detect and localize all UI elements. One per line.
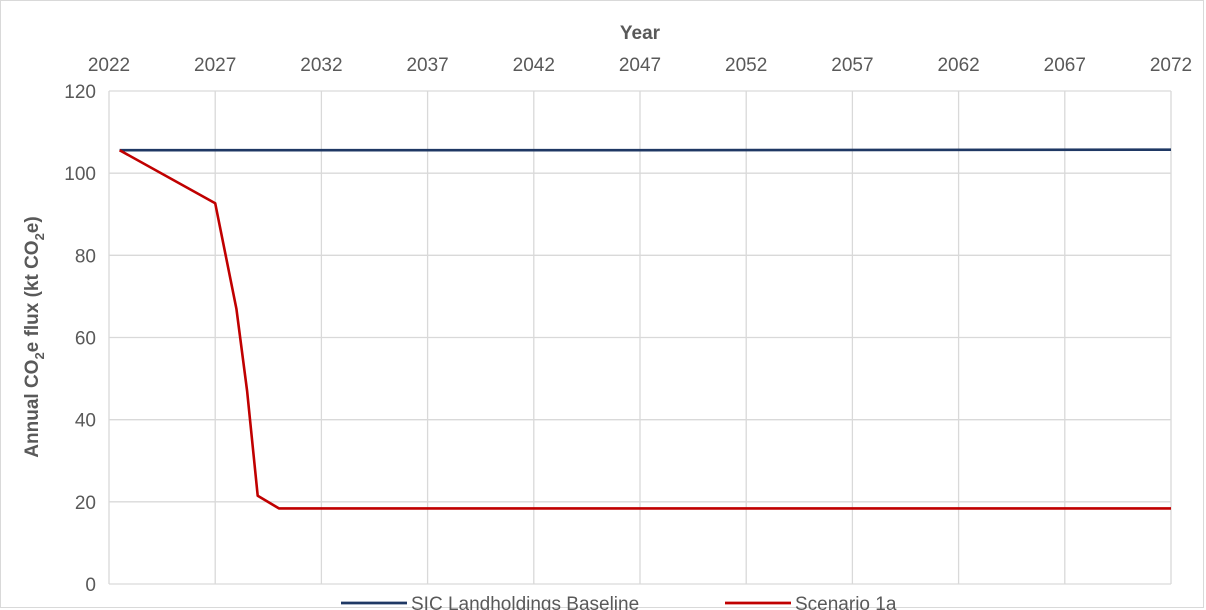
y-tick-label: 60 [75, 329, 96, 350]
series-lines [118, 148, 1172, 510]
y-tick-label: 80 [75, 246, 96, 267]
x-tick-label: 2062 [937, 55, 979, 76]
legend-label: SIC Landholdings Baseline [411, 594, 639, 610]
y-tick-label: 0 [85, 575, 96, 596]
series-line [119, 148, 1172, 152]
y-tick-label: 100 [64, 164, 96, 185]
series-line [118, 149, 1171, 510]
x-tick-label: 2027 [194, 55, 236, 76]
x-tick-label: 2052 [725, 55, 767, 76]
x-tick-label: 2067 [1044, 55, 1086, 76]
x-tick-label: 2022 [88, 55, 130, 76]
x-axis-title: Year [620, 23, 661, 44]
x-tick-labels: 2022 2027 2032 2037 2042 2047 2052 2057 2062 2067… [88, 55, 1192, 76]
x-tick-label: 2042 [513, 55, 555, 76]
legend-label: Scenario 1a [795, 594, 897, 610]
y-axis-title: Annual CO2e flux (kt CO2e) [22, 216, 47, 457]
x-tick-label: 2032 [300, 55, 342, 76]
x-tick-label: 2072 [1150, 55, 1192, 76]
x-tick-label: 2057 [831, 55, 873, 76]
y-tick-label: 40 [75, 411, 96, 432]
grid-lines [108, 90, 1172, 585]
legend: SIC Landholdings Baseline Scenario 1a [341, 594, 897, 610]
y-tick-label: 120 [64, 82, 96, 103]
x-tick-label: 2037 [406, 55, 448, 76]
y-tick-labels: 0 20 40 60 80 100 120 [64, 82, 96, 596]
x-tick-label: 2047 [619, 55, 661, 76]
y-tick-label: 20 [75, 493, 96, 514]
